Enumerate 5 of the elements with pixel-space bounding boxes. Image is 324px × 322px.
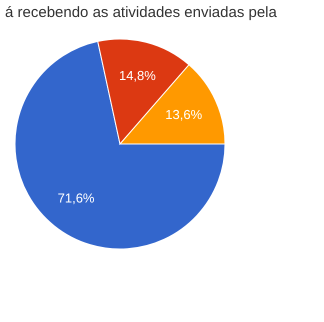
chart-title: á recebendo as atividades enviadas pela [5, 4, 278, 21]
data-label: 71,6% [58, 190, 95, 206]
pie-slice [14, 40, 226, 250]
data-label: 14,8% [118, 68, 156, 84]
data-label: 13,6% [165, 106, 203, 122]
